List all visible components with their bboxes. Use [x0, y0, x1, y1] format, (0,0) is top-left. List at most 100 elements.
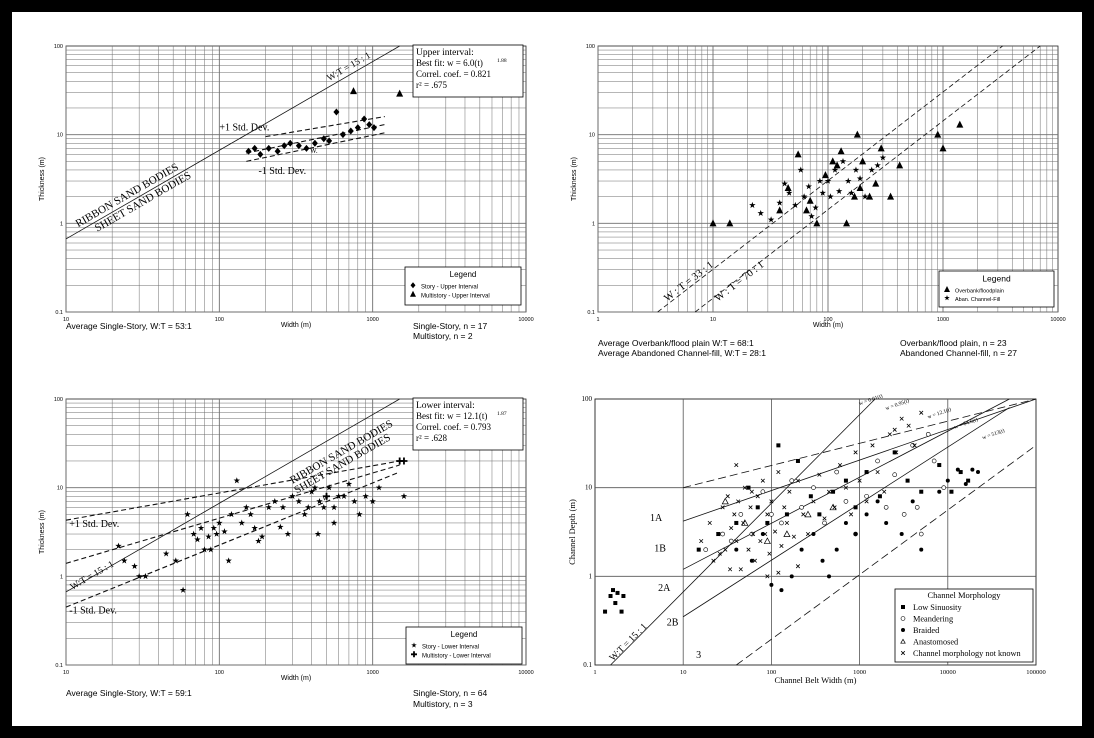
- data-point: [205, 533, 212, 540]
- data-point: [194, 536, 201, 543]
- data-point: [703, 547, 709, 552]
- data-point: [115, 542, 122, 549]
- data-point: [314, 530, 322, 537]
- legend-marker: [411, 642, 417, 648]
- data-point: [804, 510, 812, 518]
- line-3: [736, 445, 1037, 666]
- data-point: [611, 588, 616, 593]
- data-point: [603, 609, 608, 614]
- data-point: [734, 547, 739, 552]
- data-point: [919, 410, 924, 415]
- fit-label: w = 513(t): [981, 427, 1005, 441]
- stats-r2: r² = .628: [416, 433, 448, 443]
- data-point: [899, 532, 904, 537]
- data-point: [749, 531, 755, 537]
- data-point: [848, 189, 855, 196]
- wt-label: W:T = 15 : 1: [608, 622, 650, 664]
- data-point: [721, 497, 729, 505]
- data-point: [729, 526, 734, 531]
- region-3: 3: [696, 650, 701, 661]
- data-point: [784, 520, 790, 526]
- legend-marker: [901, 628, 905, 632]
- minus-std-label: -1 Std. Dev.: [69, 606, 117, 617]
- data-point: [301, 510, 308, 518]
- data-point: [870, 443, 875, 448]
- line-2B: [682, 407, 1010, 618]
- y-tick-label: 1: [60, 574, 63, 580]
- y-tick-label: 10: [57, 486, 63, 492]
- data-point: [783, 530, 791, 537]
- legend-entry: Meandering: [913, 615, 953, 624]
- data-point: [726, 219, 734, 227]
- data-point: [720, 531, 725, 537]
- data-point: [287, 139, 294, 147]
- x-tick-label: 10000: [518, 670, 533, 676]
- data-point: [882, 489, 887, 494]
- data-point: [875, 469, 880, 475]
- data-point: [333, 108, 340, 116]
- data-point: [887, 192, 895, 200]
- data-point: [784, 512, 789, 517]
- data-point: [369, 498, 376, 505]
- data-point: [350, 87, 358, 95]
- series-0: [115, 477, 408, 593]
- data-point: [738, 512, 744, 517]
- data-point: [829, 157, 837, 165]
- data-point: [326, 137, 333, 145]
- data-point: [345, 480, 353, 487]
- stats-box: [412, 44, 524, 98]
- series-1: [350, 87, 404, 97]
- data-point: [396, 89, 404, 97]
- data-point: [955, 467, 960, 472]
- data-point: [738, 567, 743, 572]
- data-point: [958, 470, 963, 475]
- data-point: [805, 183, 812, 190]
- data-point: [887, 432, 892, 437]
- wt-33-line: [657, 45, 1003, 313]
- footer-right-1: Single-Story, n = 17: [413, 321, 488, 331]
- x-tick-label: 10: [63, 317, 69, 323]
- data-point: [874, 162, 881, 169]
- data-point: [190, 530, 197, 537]
- data-point: [956, 120, 964, 128]
- data-point: [142, 572, 149, 580]
- legend-box: [404, 266, 522, 306]
- series-1: [703, 431, 947, 552]
- y-axis-label: Thickness (m): [39, 510, 46, 554]
- data-point: [859, 157, 867, 165]
- data-point: [311, 484, 319, 491]
- data-point: [852, 166, 860, 173]
- data-point: [201, 546, 208, 553]
- data-point: [135, 572, 143, 580]
- stats-title: Lower interval:: [416, 401, 475, 411]
- data-point: [856, 184, 864, 192]
- data-point: [827, 574, 832, 579]
- data-point: [912, 443, 917, 448]
- x-tick-label: 10: [63, 670, 69, 676]
- legend-marker: [411, 651, 417, 658]
- y-tick-label: 1: [60, 221, 63, 227]
- x-tick-label: 100000: [1026, 669, 1046, 676]
- stats-title: Upper interval:: [416, 48, 474, 58]
- data-point: [748, 505, 753, 510]
- data-point: [707, 520, 712, 526]
- series-0: [245, 108, 377, 158]
- data-point: [812, 204, 819, 211]
- x-axis-label: Width (m): [813, 322, 843, 329]
- data-point: [776, 206, 784, 214]
- data-point: [864, 512, 869, 517]
- data-point: [824, 177, 832, 184]
- x-tick-label: 1000: [367, 670, 379, 676]
- data-point: [271, 498, 279, 505]
- data-point: [251, 144, 258, 152]
- legend-title: Channel Morphology: [928, 590, 1002, 600]
- legend-marker: [944, 285, 950, 292]
- data-point: [717, 551, 722, 556]
- legend-title: Legend: [451, 630, 478, 639]
- fit-label: w = 64.6(t): [953, 416, 979, 431]
- data-point: [834, 547, 839, 552]
- data-point: [806, 196, 814, 204]
- data-point: [758, 538, 763, 544]
- data-point: [281, 142, 288, 150]
